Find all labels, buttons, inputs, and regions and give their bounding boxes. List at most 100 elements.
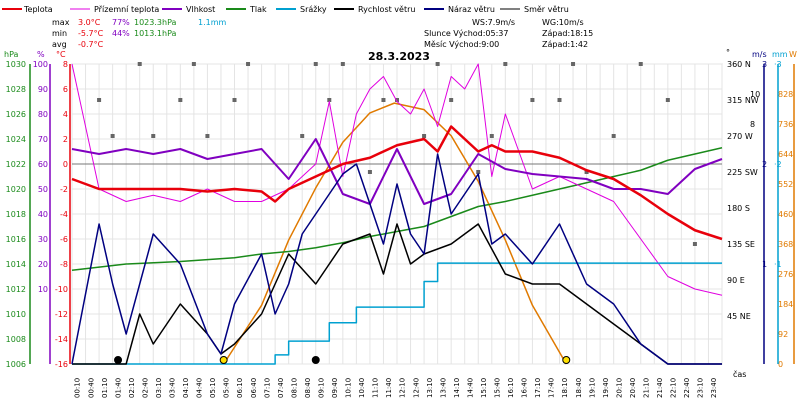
tick-x: 11:10	[372, 378, 380, 398]
tick-hpa: 1014	[6, 260, 26, 269]
series-rain	[72, 262, 722, 365]
wind-dir-point	[110, 134, 115, 138]
tick-x: 17:10	[534, 378, 542, 398]
wind-dir-point	[503, 62, 508, 66]
series-wind-gust	[71, 153, 722, 365]
wind-dir-point	[300, 134, 305, 138]
tick-x: 21:40	[656, 378, 664, 398]
tick-celsius: -6	[60, 235, 68, 244]
chart-title: 28.3.2023	[368, 50, 430, 63]
tick-wind-dir: 270 W	[727, 132, 753, 141]
tick-x: 20:40	[629, 378, 637, 398]
tick-hpa: 1006	[6, 360, 26, 369]
tick-x: 16:40	[521, 378, 529, 398]
tick-x: 23:10	[697, 378, 705, 398]
tick-hpa: 1010	[6, 310, 26, 319]
tick-x: 15:40	[494, 378, 502, 398]
tick-pct: 90	[38, 85, 48, 94]
tick-pct: 50	[38, 185, 48, 194]
tick-pct: 80	[38, 110, 48, 119]
tick-x: 00:40	[87, 378, 95, 398]
tick-x: 03:10	[155, 378, 163, 398]
tick-x: 13:40	[439, 378, 447, 398]
tick-x: 08:40	[304, 378, 312, 398]
wind-dir-point	[246, 62, 251, 66]
legend-humidity: Vlhkost	[186, 5, 215, 14]
tick-hpa: 1008	[6, 335, 26, 344]
series-pressure	[71, 147, 723, 271]
tick-pct: 30	[38, 235, 48, 244]
tick-celsius: -14	[55, 335, 68, 344]
sunrise-marker	[219, 356, 228, 364]
tick-x: 23:40	[710, 378, 718, 398]
moonrise-marker	[311, 356, 320, 364]
tick-x: 19:10	[588, 378, 596, 398]
info-block: WS:7.9m/s WG:10m/s Slunce Východ:05:37 Z…	[424, 18, 593, 49]
tick-celsius: -2	[60, 185, 68, 194]
tick-x: 22:10	[670, 378, 678, 398]
grid	[71, 63, 723, 365]
axes: 1030102810261024102210201018101610141012…	[6, 60, 795, 398]
tick-wind-dir: 315 NW	[727, 96, 759, 105]
legend-ground-temp: Přízemní teplota	[94, 5, 159, 14]
tick-hpa: 1020	[6, 185, 26, 194]
wind-dir-point	[530, 98, 535, 102]
axis-unit-celsius: °C	[56, 50, 66, 59]
info-sun-set: Západ:18:15	[542, 29, 593, 38]
tick-celsius: 4	[63, 110, 68, 119]
wind-dir-point	[571, 62, 576, 66]
tick-hpa: 1030	[6, 60, 26, 69]
tick-pct: 100	[33, 60, 48, 69]
stat-max-label: max	[52, 18, 70, 27]
wind-dir-point	[191, 62, 196, 66]
moonset-marker	[114, 356, 123, 364]
tick-x: 14:40	[466, 378, 474, 398]
stat-min-label: min	[52, 29, 67, 38]
tick-pct: 40	[38, 210, 48, 219]
wind-dir-point	[665, 98, 670, 102]
tick-x: 08:10	[290, 378, 298, 398]
tick-w: 92	[778, 330, 788, 339]
tick-x: 02:40	[141, 378, 149, 398]
tick-w-left: 10	[750, 90, 760, 99]
stat-avg-temp: -0.7°C	[78, 40, 104, 49]
tick-celsius: 8	[63, 60, 68, 69]
tick-x: 02:10	[128, 378, 136, 398]
wind-dir-point	[97, 98, 102, 102]
wind-dir-point	[611, 134, 616, 138]
tick-celsius: -16	[55, 360, 68, 369]
axis-unit-wind-dir: °	[726, 48, 730, 57]
tick-pct: 20	[38, 260, 48, 269]
tick-x: 06:40	[250, 378, 258, 398]
wind-dir-point	[489, 134, 494, 138]
tick-x: 18:40	[575, 378, 583, 398]
tick-hpa: 1022	[6, 160, 26, 169]
tick-wind-dir: 360 N	[727, 60, 751, 69]
tick-x: 20:10	[615, 378, 623, 398]
wind-dir-point	[557, 98, 562, 102]
tick-x: 19:40	[602, 378, 610, 398]
wind-dir-point	[395, 98, 399, 102]
axis-unit-pct: %	[37, 50, 45, 59]
tick-x: 12:10	[399, 378, 407, 398]
tick-x: 07:40	[277, 378, 285, 398]
stat-max-hum: 77%	[112, 18, 130, 27]
tick-wind-dir: 45 NE	[727, 312, 751, 321]
wind-dir-point	[692, 242, 697, 246]
tick-pct: 10	[38, 285, 48, 294]
axis-unit-ms: m/s	[752, 50, 767, 59]
tick-w: 276	[778, 270, 793, 279]
tick-x: 17:40	[548, 378, 556, 398]
tick-x: 04:40	[196, 378, 204, 398]
wind-dir-point	[435, 62, 440, 66]
series-wind-speed	[72, 223, 722, 365]
wind-dir-point	[367, 170, 372, 174]
tick-wind-dir: 135 SE	[727, 240, 755, 249]
sunset-marker	[562, 356, 571, 364]
legend-pressure: Tlak	[249, 5, 267, 14]
axis-unit-w: W	[789, 50, 797, 59]
tick-x: 15:10	[480, 378, 488, 398]
tick-x: 21:10	[642, 378, 650, 398]
info-moon: Měsíc Východ:9:00	[424, 40, 499, 49]
stat-max-rain: 1.1mm	[198, 18, 227, 27]
